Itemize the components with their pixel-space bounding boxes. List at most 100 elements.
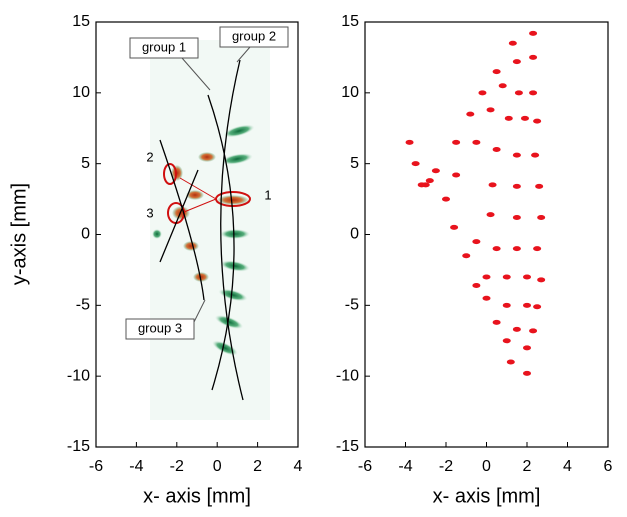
x-tick-label: -2 (439, 458, 453, 475)
curve (220, 59, 244, 401)
pointer (181, 46, 251, 323)
blob (152, 229, 162, 239)
x-tick-label: 2 (523, 458, 532, 475)
point (442, 196, 450, 202)
blob (198, 152, 216, 162)
connector (179, 177, 217, 213)
point (533, 246, 542, 252)
point (488, 182, 497, 188)
y-tick-label: -10 (336, 367, 359, 384)
point (462, 253, 471, 259)
point (533, 118, 542, 124)
blob (172, 206, 190, 220)
x-tick-label: 2 (253, 458, 262, 475)
plot-frame (364, 21, 609, 448)
y-tick-label: -5 (76, 297, 90, 314)
point (472, 239, 481, 245)
x-tick-label: 6 (604, 458, 613, 475)
x-axis-title: x- axis [mm] (433, 485, 541, 507)
point (529, 328, 538, 334)
y-tick-label: -10 (67, 367, 90, 384)
curve (159, 139, 205, 301)
point (492, 246, 501, 252)
point (502, 274, 511, 280)
x-tick-label: -6 (89, 458, 103, 475)
point (529, 54, 538, 60)
point (472, 283, 481, 288)
blob (223, 124, 255, 138)
point (512, 215, 521, 220)
blob (220, 260, 250, 272)
left-image: group 1 group 2 group 3 1 2 3 (125, 26, 289, 420)
point (506, 359, 515, 365)
point (431, 168, 440, 174)
blob (214, 315, 244, 329)
annotation: group 2 (232, 28, 276, 43)
point (523, 370, 531, 376)
point (533, 304, 542, 310)
x-tick-label: 0 (213, 458, 222, 475)
point (472, 139, 481, 145)
point (405, 139, 414, 145)
point (492, 147, 501, 152)
annotation: 3 (146, 205, 153, 220)
point (504, 115, 513, 121)
annotation: 1 (264, 187, 271, 202)
y-tick-label: 5 (350, 155, 359, 172)
point (508, 40, 517, 46)
point (529, 90, 538, 96)
point (535, 183, 544, 189)
x-tick-label: 0 (482, 458, 491, 475)
point (529, 30, 538, 36)
point (498, 83, 507, 89)
point (466, 111, 475, 117)
blob (186, 190, 204, 200)
blob (217, 195, 249, 205)
x-tick-label: 4 (294, 458, 303, 475)
point (417, 182, 426, 188)
label-box (219, 26, 289, 48)
highlight-ring (163, 163, 177, 185)
x-tick-label: -2 (170, 458, 184, 475)
point (523, 302, 531, 308)
point (492, 319, 501, 325)
y-tick-label: 15 (341, 13, 359, 30)
annotation: group 1 (142, 39, 186, 54)
blob (183, 241, 199, 251)
point (478, 90, 487, 96)
point (450, 224, 459, 230)
point (492, 69, 501, 75)
blob (220, 229, 250, 239)
point (502, 338, 511, 344)
x-tick-label: -4 (129, 458, 143, 475)
blob (193, 272, 209, 282)
y-tick-label: 0 (350, 226, 359, 243)
y-tick-label: -15 (336, 438, 359, 455)
y-tick-label: 15 (72, 13, 90, 30)
blob (212, 340, 238, 356)
image-background (150, 40, 270, 420)
point (512, 246, 521, 252)
y-tick-label: 10 (72, 84, 90, 101)
point (537, 277, 546, 283)
point (512, 59, 521, 65)
point (514, 90, 523, 96)
x-tick-label: -4 (398, 458, 412, 475)
point (523, 345, 531, 351)
point (486, 107, 495, 113)
curve (159, 169, 199, 263)
y-tick-label: 0 (81, 226, 90, 243)
point (425, 178, 434, 184)
point (411, 161, 420, 167)
point (486, 212, 495, 218)
point (452, 172, 461, 178)
y-axis-title: y-axis [mm] (8, 183, 30, 285)
x-tick-label: 4 (563, 458, 572, 475)
point (482, 295, 491, 301)
annotation: 2 (146, 149, 153, 164)
point (452, 139, 461, 145)
y-tick-label: 5 (81, 155, 90, 172)
point (512, 183, 521, 189)
y-tick-label: -5 (345, 297, 359, 314)
